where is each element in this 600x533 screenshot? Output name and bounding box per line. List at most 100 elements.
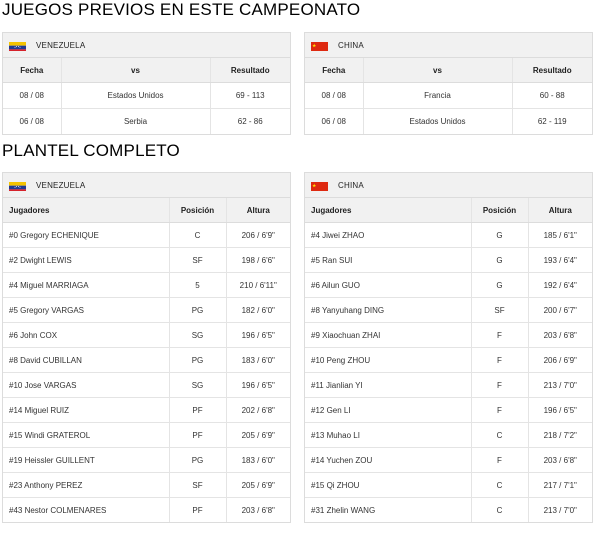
table-row: #19 Heissler GUILLENT PG 183 / 6'0" <box>3 447 290 473</box>
player-name: #19 Heissler GUILLENT <box>3 447 169 473</box>
player-position: C <box>168 222 226 248</box>
game-opponent: Estados Unidos <box>60 82 210 109</box>
player-name: #13 Muhao LI <box>305 422 471 448</box>
team-header-china: CHINA <box>305 33 592 58</box>
player-height: 205 / 6'9" <box>225 422 290 448</box>
games-table: Fecha vs Resultado 08 / 08 Estados Unido… <box>3 58 290 134</box>
player-name: #31 Zhelin WANG <box>305 497 471 522</box>
player-height: 213 / 7'0" <box>527 372 592 398</box>
player-name: #11 Jianlian YI <box>305 372 471 398</box>
roster-panel-venezuela: VENEZUELA Jugadores Posición Altura #0 G… <box>2 172 291 523</box>
table-row: #5 Ran SUI G 193 / 6'4" <box>305 247 592 273</box>
result-column-header: Resultado <box>511 58 592 83</box>
game-date: 08 / 08 <box>321 91 346 100</box>
roster-header-row: Jugadores Posición Altura <box>3 198 290 223</box>
game-result: 69 - 113 <box>209 82 290 109</box>
table-row: #10 Peng ZHOU F 206 / 6'9" <box>305 347 592 373</box>
height-column-header: Altura <box>225 198 290 223</box>
game-opponent: Francia <box>362 82 512 109</box>
result-column-header: Resultado <box>209 58 290 83</box>
player-name: #5 Gregory VARGAS <box>3 297 169 323</box>
table-row: #11 Jianlian YI F 213 / 7'0" <box>305 372 592 398</box>
game-result: 62 - 86 <box>209 108 290 134</box>
player-position: F <box>470 322 528 348</box>
venezuela-flag-icon <box>9 40 26 51</box>
games-header-row: Fecha vs Resultado <box>305 58 592 83</box>
player-position: PF <box>168 397 226 423</box>
player-name: #10 Peng ZHOU <box>305 347 471 373</box>
vs-column-header: vs <box>60 58 210 83</box>
player-position: G <box>470 272 528 298</box>
player-height: 217 / 7'1" <box>527 472 592 498</box>
table-row: #8 Yanyuhang DING SF 200 / 6'7" <box>305 297 592 323</box>
player-height: 196 / 6'5" <box>527 397 592 423</box>
game-result: 60 - 88 <box>511 82 592 109</box>
player-column-header: Jugadores <box>3 198 169 223</box>
roster-panel-china: CHINA Jugadores Posición Altura #4 Jiwei… <box>304 172 593 523</box>
player-name: #14 Miguel RUIZ <box>3 397 169 423</box>
player-position: C <box>470 422 528 448</box>
player-position: F <box>470 397 528 423</box>
game-opponent: Estados Unidos <box>362 108 512 134</box>
player-height: 182 / 6'0" <box>225 297 290 323</box>
team-name: VENEZUELA <box>36 40 86 50</box>
game-date: 08 / 08 <box>19 91 44 100</box>
table-row: #5 Gregory VARGAS PG 182 / 6'0" <box>3 297 290 323</box>
games-table: Fecha vs Resultado 08 / 08 Francia 60 - … <box>305 58 592 134</box>
position-column-header: Posición <box>470 198 528 223</box>
roster-header-row: Jugadores Posición Altura <box>305 198 592 223</box>
table-row: #13 Muhao LI C 218 / 7'2" <box>305 422 592 448</box>
team-name: CHINA <box>338 180 364 190</box>
player-position: C <box>470 497 528 522</box>
game-row: 06 / 08 Estados Unidos 62 - 119 <box>305 108 592 134</box>
player-height: 210 / 6'11" <box>225 272 290 298</box>
player-height: 196 / 6'5" <box>225 322 290 348</box>
player-name: #43 Nestor COLMENARES <box>3 497 169 522</box>
player-height: 203 / 6'8" <box>527 322 592 348</box>
china-flag-icon <box>311 40 328 51</box>
team-header-venezuela: VENEZUELA <box>3 33 290 58</box>
player-name: #5 Ran SUI <box>305 247 471 273</box>
player-position: C <box>470 472 528 498</box>
player-position: F <box>470 447 528 473</box>
player-height: 185 / 6'1" <box>527 222 592 248</box>
player-position: F <box>470 372 528 398</box>
venezuela-flag-icon <box>9 180 26 191</box>
player-height: 218 / 7'2" <box>527 422 592 448</box>
player-height: 205 / 6'9" <box>225 472 290 498</box>
player-height: 196 / 6'5" <box>225 372 290 398</box>
player-name: #15 Qi ZHOU <box>305 472 471 498</box>
player-height: 192 / 6'4" <box>527 272 592 298</box>
player-position: PG <box>168 347 226 373</box>
player-name: #0 Gregory ECHENIQUE <box>9 230 99 240</box>
player-position: PF <box>168 422 226 448</box>
game-row: 08 / 08 Francia 60 - 88 <box>305 82 592 109</box>
date-column-header: Fecha <box>3 58 61 83</box>
player-position: SF <box>168 472 226 498</box>
table-row: #2 Dwight LEWIS SF 198 / 6'6" <box>3 247 290 273</box>
table-row: #6 John COX SG 196 / 6'5" <box>3 322 290 348</box>
position-column-header: Posición <box>168 198 226 223</box>
team-name: VENEZUELA <box>36 180 86 190</box>
player-height: 202 / 6'8" <box>225 397 290 423</box>
table-row: #43 Nestor COLMENARES PF 203 / 6'8" <box>3 497 290 522</box>
table-row: #12 Gen LI F 196 / 6'5" <box>305 397 592 423</box>
game-row: 06 / 08 Serbia 62 - 86 <box>3 108 290 134</box>
team-name: CHINA <box>338 40 364 50</box>
table-row: #14 Miguel RUIZ PF 202 / 6'8" <box>3 397 290 423</box>
table-row: #8 David CUBILLAN PG 183 / 6'0" <box>3 347 290 373</box>
table-row: #4 Jiwei ZHAO G 185 / 6'1" <box>305 222 592 248</box>
player-height: 203 / 6'8" <box>527 447 592 473</box>
player-position: G <box>470 222 528 248</box>
player-position: SG <box>168 372 226 398</box>
games-panel-venezuela: VENEZUELA Fecha vs Resultado 08 / 08 Est… <box>2 32 291 135</box>
player-height: 183 / 6'0" <box>225 347 290 373</box>
player-name: #9 Xiaochuan ZHAI <box>305 322 471 348</box>
game-row: 08 / 08 Estados Unidos 69 - 113 <box>3 82 290 109</box>
player-name: #6 John COX <box>3 322 169 348</box>
game-date: 06 / 08 <box>3 108 61 134</box>
roster-table: Jugadores Posición Altura #0 Gregory ECH… <box>3 198 290 522</box>
table-row: #14 Yuchen ZOU F 203 / 6'8" <box>305 447 592 473</box>
player-name: #12 Gen LI <box>305 397 471 423</box>
previous-games-title: JUEGOS PREVIOS EN ESTE CAMPEONATO <box>2 0 361 19</box>
